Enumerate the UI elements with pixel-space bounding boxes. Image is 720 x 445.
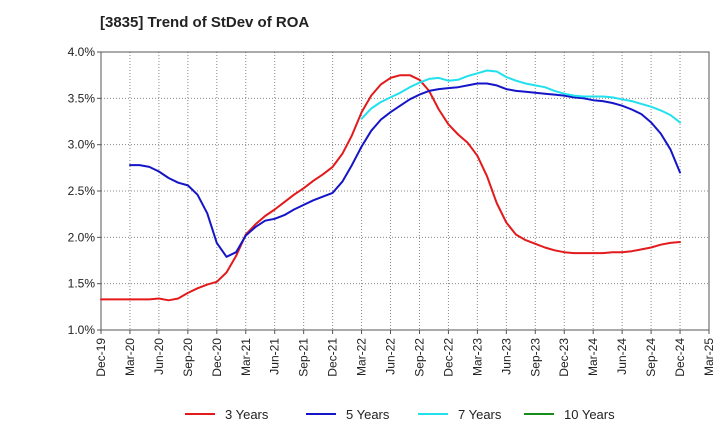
series-line-3-years <box>100 74 681 302</box>
x-tick-label: Sep-21 <box>297 338 311 377</box>
y-tick-label: 1.0% <box>68 323 96 337</box>
x-tick-label: Mar-25 <box>702 338 716 376</box>
x-tick-label: Sep-24 <box>644 338 658 377</box>
x-tick-label: Mar-22 <box>355 338 369 376</box>
x-tick-label: Dec-20 <box>210 338 224 377</box>
y-tick-label: 3.0% <box>68 138 96 152</box>
x-tick-label: Jun-20 <box>152 338 166 375</box>
chart-title: [3835] Trend of StDev of ROA <box>100 14 310 31</box>
series-line-5-years <box>129 82 681 258</box>
series-line-7-years <box>360 69 681 124</box>
legend-label: 10 Years <box>564 407 615 422</box>
x-tick-label: Jun-24 <box>615 338 629 375</box>
x-tick-label: Mar-24 <box>586 338 600 376</box>
y-tick-label: 1.5% <box>68 277 96 291</box>
y-tick-label: 2.0% <box>68 230 96 244</box>
y-tick-label: 4.0% <box>68 45 96 59</box>
x-tick-label: Dec-23 <box>557 338 571 377</box>
x-tick-label: Dec-22 <box>441 338 455 377</box>
x-tick-label: Jun-23 <box>499 338 513 375</box>
legend-label: 7 Years <box>458 407 502 422</box>
x-tick-label: Dec-24 <box>673 338 687 377</box>
x-tick-label: Sep-23 <box>528 338 542 377</box>
x-tick-label: Mar-21 <box>239 338 253 376</box>
x-tick-label: Mar-23 <box>470 338 484 376</box>
y-tick-label: 2.5% <box>68 184 96 198</box>
legend-label: 3 Years <box>225 407 269 422</box>
x-tick-label: Sep-22 <box>412 338 426 377</box>
x-tick-label: Sep-20 <box>181 338 195 377</box>
x-tick-label: Mar-20 <box>123 338 137 376</box>
x-tick-label: Dec-19 <box>94 338 108 377</box>
legend-label: 5 Years <box>346 407 390 422</box>
x-tick-label: Jun-21 <box>268 338 282 375</box>
x-tick-label: Dec-21 <box>326 338 340 377</box>
y-tick-label: 3.5% <box>68 91 96 105</box>
x-tick-label: Jun-22 <box>384 338 398 375</box>
